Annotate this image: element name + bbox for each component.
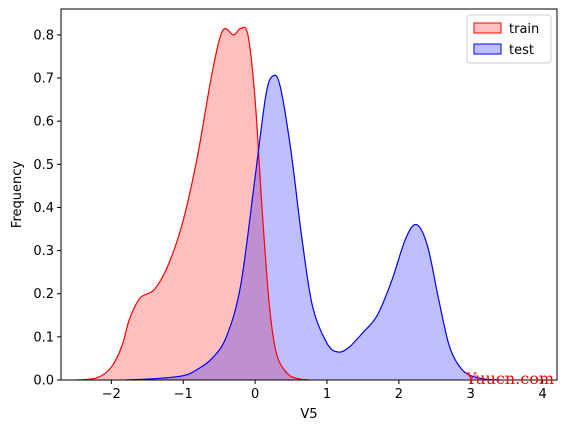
y-tick-label: 0.1 [33,330,54,345]
y-axis-ticks: 0.0 0.1 0.2 0.3 0.4 0.5 0.6 0.7 0.8 [33,28,61,389]
series-fill-test [125,75,500,381]
legend-label-train: train [509,22,539,37]
y-tick-label: 0.2 [33,287,54,302]
x-tick-label: −1 [174,387,193,402]
x-tick-label: 2 [395,387,403,402]
y-tick-label: 0.5 [33,158,54,173]
series-lines [75,26,500,381]
legend-label-test: test [509,43,534,58]
series-line-train [75,26,310,381]
x-tick-label: 4 [538,387,546,402]
x-axis-label: V5 [300,407,317,422]
legend-swatch-train [473,22,502,34]
watermark-text: Yuucn.com [465,369,554,388]
x-tick-label: 1 [323,387,331,402]
x-axis-ticks: −2 −1 0 1 2 3 4 [102,380,547,402]
legend-swatch-test [473,43,502,55]
x-tick-label: 0 [251,387,259,402]
y-tick-label: 0.3 [33,244,54,259]
series-fill-train [75,27,309,381]
y-axis-label: Frequency [10,161,25,228]
x-tick-label: 3 [467,387,475,402]
legend-box [466,14,552,64]
legend: train test [466,14,552,64]
y-tick-label: 0.8 [33,28,54,43]
y-tick-label: 0.7 [33,72,54,87]
series-line-test [125,74,500,381]
series-fills [75,27,500,381]
y-tick-label: 0.6 [33,115,54,130]
plot-frame [60,8,558,381]
y-tick-label: 0.0 [33,374,54,389]
y-tick-label: 0.4 [33,201,54,216]
x-tick-label: −2 [102,387,121,402]
